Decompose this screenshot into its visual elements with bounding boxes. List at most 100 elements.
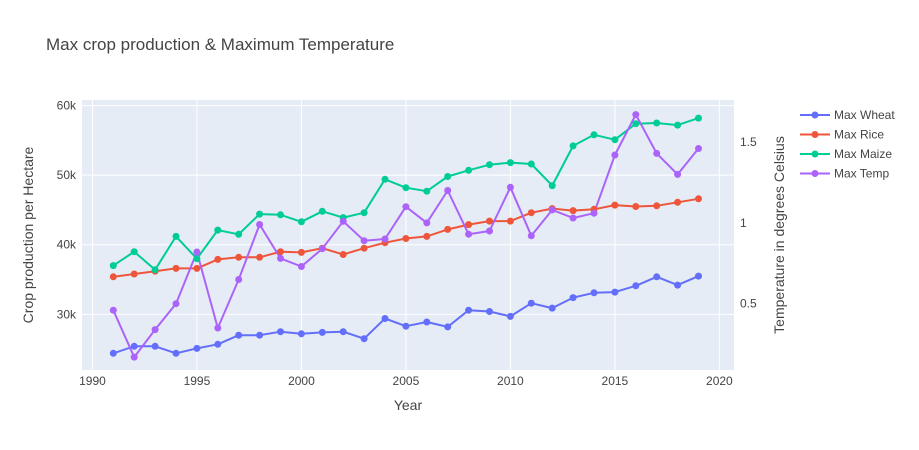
max-wheat-point[interactable] xyxy=(632,282,640,290)
max-wheat-point[interactable] xyxy=(256,331,264,339)
max-rice-point[interactable] xyxy=(465,221,473,229)
max-maize-point[interactable] xyxy=(381,175,389,183)
max-wheat-point[interactable] xyxy=(297,330,305,338)
max-temp-point[interactable] xyxy=(527,232,535,240)
max-temp-point[interactable] xyxy=(486,227,493,235)
max-wheat-point[interactable] xyxy=(486,308,493,315)
max-wheat-point[interactable] xyxy=(402,322,410,330)
max-temp-point[interactable] xyxy=(444,187,452,194)
max-rice-point[interactable] xyxy=(402,235,410,242)
max-rice-point[interactable] xyxy=(506,217,514,225)
max-wheat-point[interactable] xyxy=(151,342,159,350)
max-rice-point[interactable] xyxy=(611,201,619,209)
max-wheat-point[interactable] xyxy=(214,340,222,348)
max-wheat-point[interactable] xyxy=(318,328,326,336)
max-maize-point[interactable] xyxy=(632,120,640,128)
legend-item-max-wheat[interactable]: Max Wheat xyxy=(800,108,895,122)
max-temp-point[interactable] xyxy=(151,326,159,334)
max-rice-point[interactable] xyxy=(444,225,452,233)
max-wheat-point[interactable] xyxy=(381,315,389,322)
max-maize-point[interactable] xyxy=(297,218,305,226)
max-wheat-point[interactable] xyxy=(444,323,452,331)
max-maize-point[interactable] xyxy=(235,230,243,238)
max-wheat-point[interactable] xyxy=(611,288,619,296)
max-temp-point[interactable] xyxy=(214,324,222,332)
max-maize-point[interactable] xyxy=(151,266,159,274)
max-maize-point[interactable] xyxy=(548,182,556,190)
max-rice-point[interactable] xyxy=(632,203,640,210)
max-temp-point[interactable] xyxy=(318,245,326,253)
max-maize-point[interactable] xyxy=(130,248,138,256)
max-rice-point[interactable] xyxy=(423,232,431,240)
max-maize-point[interactable] xyxy=(695,114,702,122)
max-temp-point[interactable] xyxy=(235,276,243,283)
max-rice-point[interactable] xyxy=(297,248,305,256)
max-rice-point[interactable] xyxy=(674,198,682,206)
max-temp-point[interactable] xyxy=(465,230,473,238)
max-wheat-point[interactable] xyxy=(653,273,661,281)
max-wheat-point[interactable] xyxy=(360,335,368,343)
max-wheat-point[interactable] xyxy=(590,289,598,297)
max-maize-point[interactable] xyxy=(256,210,264,218)
max-wheat-point[interactable] xyxy=(548,304,556,312)
max-wheat-point[interactable] xyxy=(109,349,117,357)
max-temp-point[interactable] xyxy=(381,235,389,243)
max-temp-point[interactable] xyxy=(695,145,702,152)
max-wheat-point[interactable] xyxy=(235,331,243,339)
max-rice-point[interactable] xyxy=(695,195,702,203)
max-temp-point[interactable] xyxy=(506,183,514,191)
max-maize-point[interactable] xyxy=(486,161,493,169)
max-rice-point[interactable] xyxy=(214,255,222,263)
legend-item-max-temp[interactable]: Max Temp xyxy=(800,167,889,181)
max-temp-point[interactable] xyxy=(569,214,577,222)
max-maize-point[interactable] xyxy=(653,119,661,127)
max-maize-point[interactable] xyxy=(193,255,201,263)
max-maize-point[interactable] xyxy=(569,142,577,150)
legend-item-max-maize[interactable]: Max Maize xyxy=(800,147,892,161)
max-wheat-point[interactable] xyxy=(172,349,180,357)
max-wheat-point[interactable] xyxy=(506,312,514,320)
max-maize-point[interactable] xyxy=(444,173,452,180)
max-wheat-point[interactable] xyxy=(193,344,201,352)
legend[interactable]: Max Wheat Max Rice Max Maize Max Temp xyxy=(800,108,895,181)
max-maize-point[interactable] xyxy=(465,166,473,174)
max-temp-point[interactable] xyxy=(193,248,201,256)
max-wheat-point[interactable] xyxy=(465,306,473,314)
max-temp-point[interactable] xyxy=(277,254,284,262)
max-rice-point[interactable] xyxy=(109,273,117,281)
max-rice-point[interactable] xyxy=(130,270,138,278)
max-maize-point[interactable] xyxy=(277,211,284,219)
max-wheat-point[interactable] xyxy=(339,328,347,336)
max-temp-point[interactable] xyxy=(297,263,305,270)
max-maize-point[interactable] xyxy=(214,226,222,234)
max-temp-point[interactable] xyxy=(653,149,661,157)
max-maize-point[interactable] xyxy=(590,131,598,139)
max-wheat-point[interactable] xyxy=(674,281,682,289)
max-wheat-point[interactable] xyxy=(130,342,138,350)
max-maize-point[interactable] xyxy=(611,136,619,144)
max-maize-point[interactable] xyxy=(506,159,514,167)
max-wheat-point[interactable] xyxy=(569,294,577,302)
max-rice-point[interactable] xyxy=(486,217,493,225)
max-temp-point[interactable] xyxy=(590,209,598,217)
max-rice-point[interactable] xyxy=(277,248,284,256)
max-rice-point[interactable] xyxy=(653,202,661,210)
max-temp-point[interactable] xyxy=(423,219,431,227)
max-maize-point[interactable] xyxy=(360,209,368,217)
max-rice-point[interactable] xyxy=(193,264,201,272)
max-maize-point[interactable] xyxy=(402,184,410,192)
max-maize-point[interactable] xyxy=(674,121,682,129)
max-rice-point[interactable] xyxy=(527,209,535,217)
max-rice-point[interactable] xyxy=(256,253,264,261)
max-temp-point[interactable] xyxy=(339,217,347,225)
max-wheat-point[interactable] xyxy=(277,328,284,336)
max-rice-point[interactable] xyxy=(339,251,347,258)
max-temp-point[interactable] xyxy=(172,300,180,308)
legend-item-max-rice[interactable]: Max Rice xyxy=(800,128,884,142)
max-rice-point[interactable] xyxy=(360,244,368,252)
max-maize-point[interactable] xyxy=(527,160,535,168)
max-maize-point[interactable] xyxy=(172,232,180,240)
max-wheat-point[interactable] xyxy=(527,299,535,307)
max-wheat-point[interactable] xyxy=(695,272,702,280)
max-wheat-point[interactable] xyxy=(423,318,431,326)
